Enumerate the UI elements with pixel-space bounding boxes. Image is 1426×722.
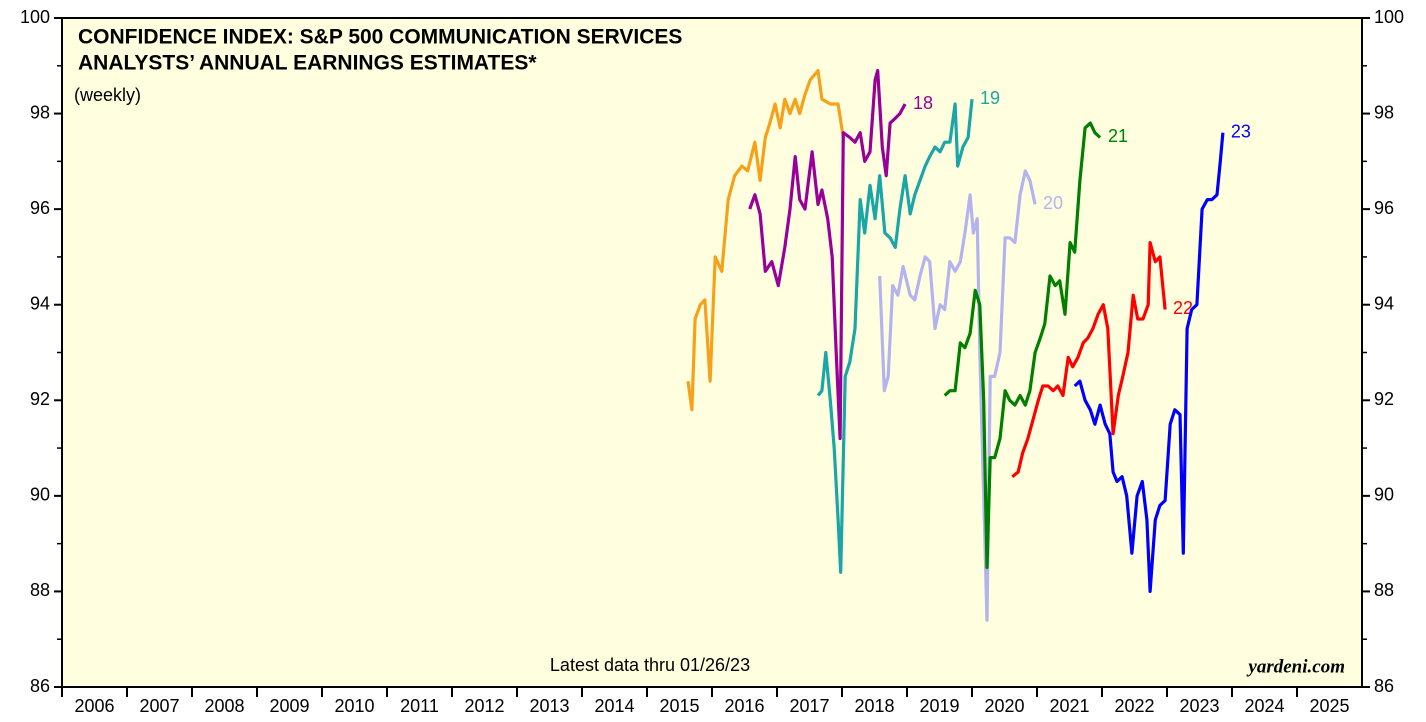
x-tick-label: 2020 xyxy=(984,696,1024,716)
y-tick-label-right: 94 xyxy=(1374,293,1394,313)
x-tick-label: 2017 xyxy=(789,696,829,716)
series-label: 21 xyxy=(1108,126,1128,146)
y-tick-label-right: 86 xyxy=(1374,676,1394,696)
series-line xyxy=(878,169,1037,622)
source: yardeni.com xyxy=(1246,656,1345,677)
x-tick-label: 2008 xyxy=(204,696,244,716)
y-tick-label: 94 xyxy=(30,293,50,313)
y-tick-label-right: 96 xyxy=(1374,198,1394,218)
x-tick-label: 2025 xyxy=(1309,696,1349,716)
x-tick-label: 2009 xyxy=(269,696,309,716)
series-line xyxy=(1073,132,1225,593)
y-tick-label: 98 xyxy=(30,102,50,122)
y-tick-label: 88 xyxy=(30,580,50,600)
x-tick-label: 2015 xyxy=(659,696,699,716)
x-tick-label: 2014 xyxy=(594,696,634,716)
x-tick-label: 2022 xyxy=(1114,696,1154,716)
series-label: 23 xyxy=(1231,121,1251,141)
series-label: 22 xyxy=(1173,298,1193,318)
series-line xyxy=(748,69,907,441)
series-label: 20 xyxy=(1043,193,1063,213)
series-label: 18 xyxy=(913,93,933,113)
x-tick-label: 2016 xyxy=(724,696,764,716)
frequency-label: (weekly) xyxy=(74,85,141,105)
series-line xyxy=(1011,241,1167,478)
note: Latest data thru 01/26/23 xyxy=(550,655,750,675)
y-tick-label: 86 xyxy=(30,676,50,696)
series-line xyxy=(686,69,845,412)
x-tick-label: 2024 xyxy=(1244,696,1284,716)
series-line xyxy=(816,99,974,574)
x-tick-label: 2023 xyxy=(1179,696,1219,716)
y-tick-label-right: 92 xyxy=(1374,389,1394,409)
y-tick-label-right: 98 xyxy=(1374,102,1394,122)
x-tick-label: 2006 xyxy=(74,696,114,716)
y-tick-label: 100 xyxy=(20,7,50,27)
x-tick-label: 2021 xyxy=(1049,696,1089,716)
chart-title: CONFIDENCE INDEX: S&P 500 COMMUNICATION … xyxy=(78,26,682,49)
chart-subtitle: ANALYSTS’ ANNUAL EARNINGS ESTIMATES* xyxy=(78,52,537,75)
x-tick-label: 2007 xyxy=(139,696,179,716)
y-tick-label-right: 100 xyxy=(1374,7,1404,27)
y-tick-label: 90 xyxy=(30,485,50,505)
x-tick-label: 2011 xyxy=(400,696,439,716)
series-label: 19 xyxy=(980,88,1000,108)
y-tick-label: 92 xyxy=(30,389,50,409)
y-tick-label: 96 xyxy=(30,198,50,218)
x-tick-label: 2013 xyxy=(529,696,569,716)
x-tick-label: 2010 xyxy=(334,696,374,716)
y-tick-label-right: 90 xyxy=(1374,485,1394,505)
x-tick-label: 2019 xyxy=(919,696,959,716)
y-tick-label-right: 88 xyxy=(1374,580,1394,600)
series-line xyxy=(943,121,1102,570)
x-tick-label: 2012 xyxy=(464,696,504,716)
x-tick-label: 2018 xyxy=(854,696,894,716)
